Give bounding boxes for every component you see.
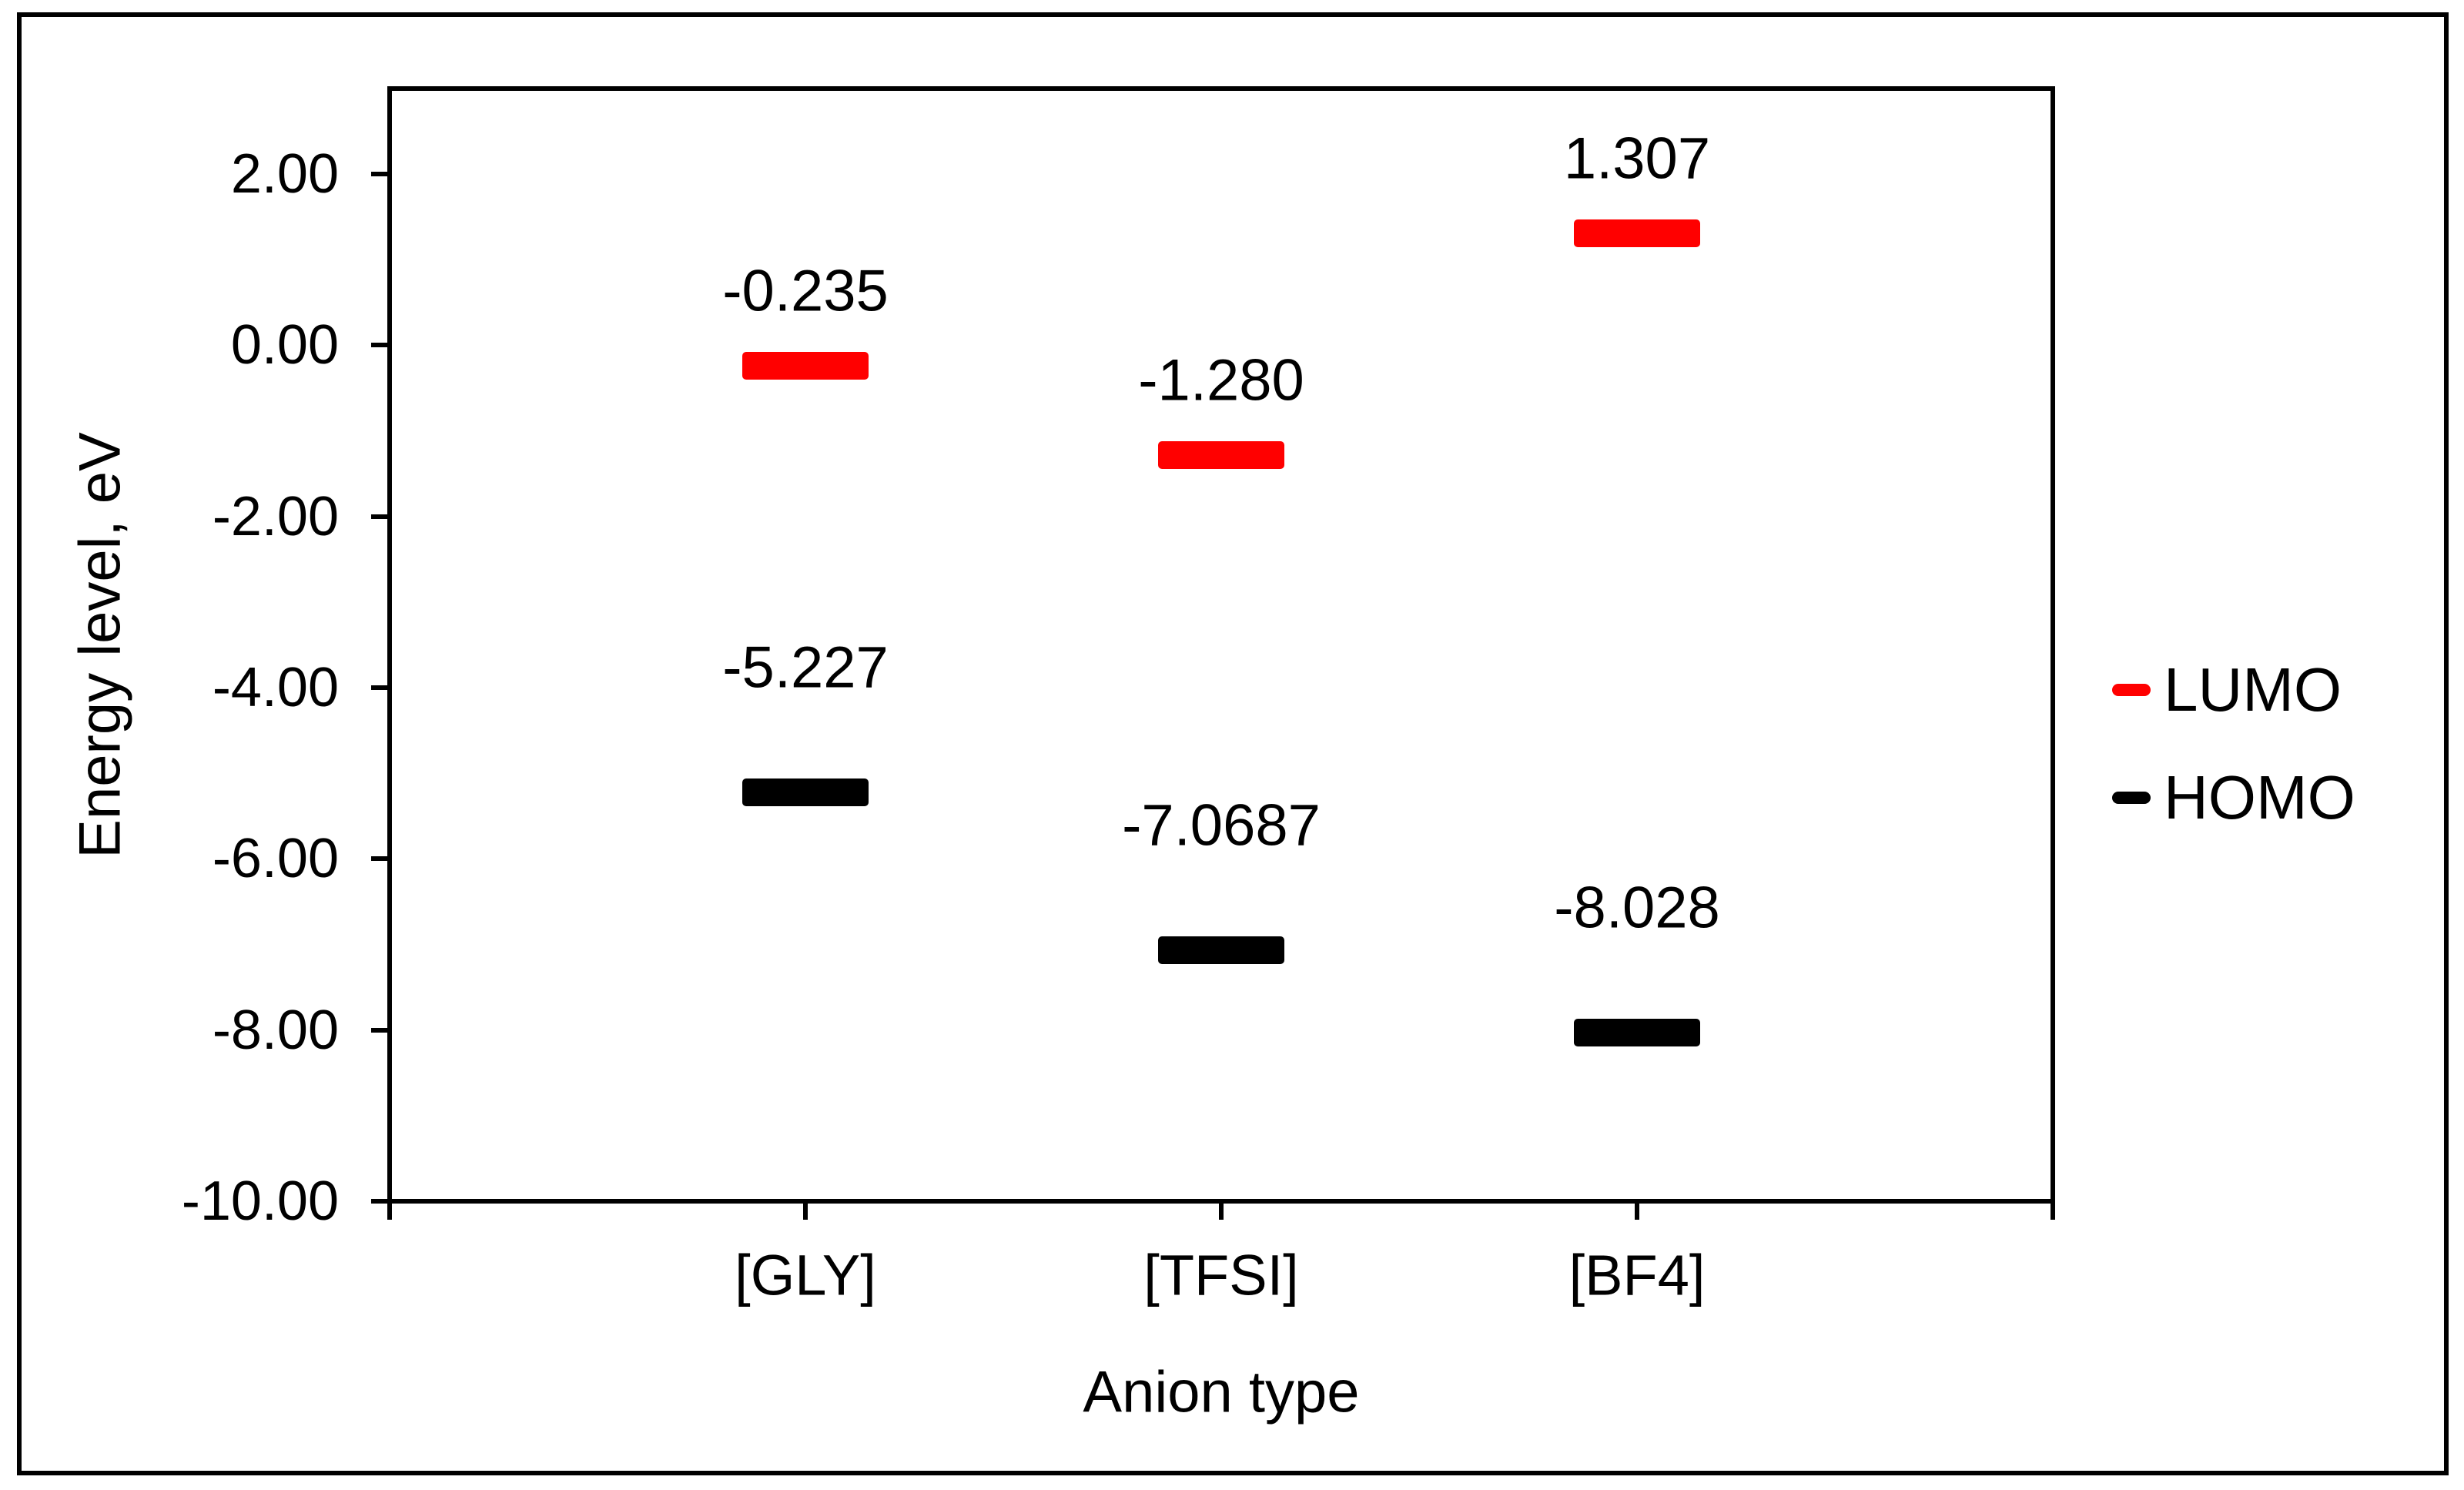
- y-tick-label: 2.00: [230, 143, 339, 206]
- lumo-marker: [742, 351, 869, 380]
- y-tick-mark: [371, 172, 390, 177]
- y-tick-mark: [371, 685, 390, 691]
- legend-label-lumo: LUMO: [2164, 655, 2342, 724]
- y-tick-mark: [371, 343, 390, 348]
- y-tick-mark: [371, 856, 390, 862]
- category-label: [BF4]: [1568, 1243, 1706, 1308]
- legend-key-homo-icon: [2112, 792, 2151, 804]
- y-tick-mark: [371, 1199, 390, 1204]
- legend-key-lumo-icon: [2112, 684, 2151, 696]
- lumo-marker: [1574, 219, 1700, 248]
- category-label: [TFSI]: [1143, 1243, 1299, 1308]
- lumo-marker: [1158, 440, 1284, 469]
- category-label: [GLY]: [735, 1243, 876, 1308]
- homo-data-label: -8.028: [1554, 875, 1720, 941]
- lumo-data-label: -0.235: [722, 258, 889, 324]
- y-tick-label: -6.00: [212, 828, 339, 890]
- homo-marker: [742, 778, 869, 807]
- x-tick-mark: [2051, 1202, 2055, 1220]
- y-tick-label: 0.00: [230, 314, 339, 377]
- x-tick-mark: [1219, 1202, 1224, 1220]
- homo-marker: [1574, 1018, 1700, 1046]
- lumo-data-label: 1.307: [1563, 126, 1711, 192]
- homo-marker: [1158, 936, 1284, 965]
- y-tick-mark: [371, 1027, 390, 1033]
- x-axis-title: Anion type: [1083, 1359, 1360, 1425]
- x-tick-mark: [387, 1202, 392, 1220]
- plot-area: [387, 86, 2055, 1204]
- y-tick-label: -10.00: [181, 1170, 339, 1232]
- homo-data-label: -7.0687: [1122, 792, 1321, 859]
- legend-label-homo: HOMO: [2164, 763, 2355, 832]
- x-tick-mark: [803, 1202, 808, 1220]
- y-tick-label: -8.00: [212, 999, 339, 1061]
- y-tick-label: -2.00: [212, 485, 339, 547]
- lumo-data-label: -1.280: [1138, 347, 1304, 414]
- x-tick-mark: [1635, 1202, 1639, 1220]
- y-tick-mark: [371, 514, 390, 519]
- homo-data-label: -5.227: [722, 635, 889, 701]
- y-tick-label: -4.00: [212, 657, 339, 719]
